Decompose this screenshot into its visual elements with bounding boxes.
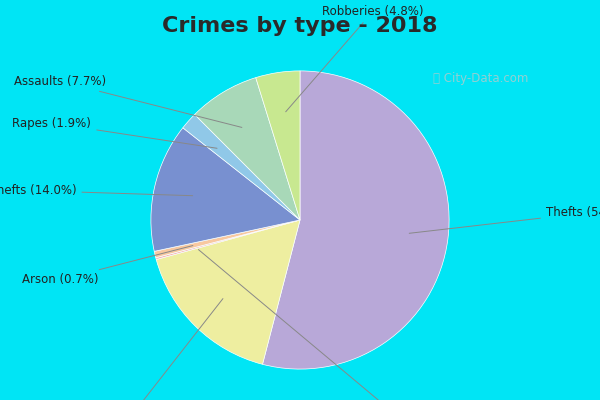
Wedge shape: [156, 220, 300, 364]
Text: Murders (0.2%): Murders (0.2%): [199, 250, 458, 400]
Wedge shape: [256, 71, 300, 220]
Wedge shape: [151, 128, 300, 251]
Wedge shape: [154, 220, 300, 258]
Wedge shape: [263, 71, 449, 369]
Text: Assaults (7.7%): Assaults (7.7%): [14, 75, 242, 128]
Text: Arson (0.7%): Arson (0.7%): [22, 246, 193, 286]
Text: Burglaries (16.7%): Burglaries (16.7%): [77, 299, 223, 400]
Wedge shape: [194, 78, 300, 220]
Wedge shape: [156, 220, 300, 260]
Wedge shape: [183, 114, 300, 220]
Text: Auto thefts (14.0%): Auto thefts (14.0%): [0, 184, 193, 197]
Text: Rapes (1.9%): Rapes (1.9%): [13, 116, 217, 148]
Text: Thefts (54.1%): Thefts (54.1%): [409, 206, 600, 233]
Text: Crimes by type - 2018: Crimes by type - 2018: [162, 16, 438, 36]
Text: Robberies (4.8%): Robberies (4.8%): [286, 5, 424, 112]
Text: ⓘ City-Data.com: ⓘ City-Data.com: [433, 72, 528, 85]
